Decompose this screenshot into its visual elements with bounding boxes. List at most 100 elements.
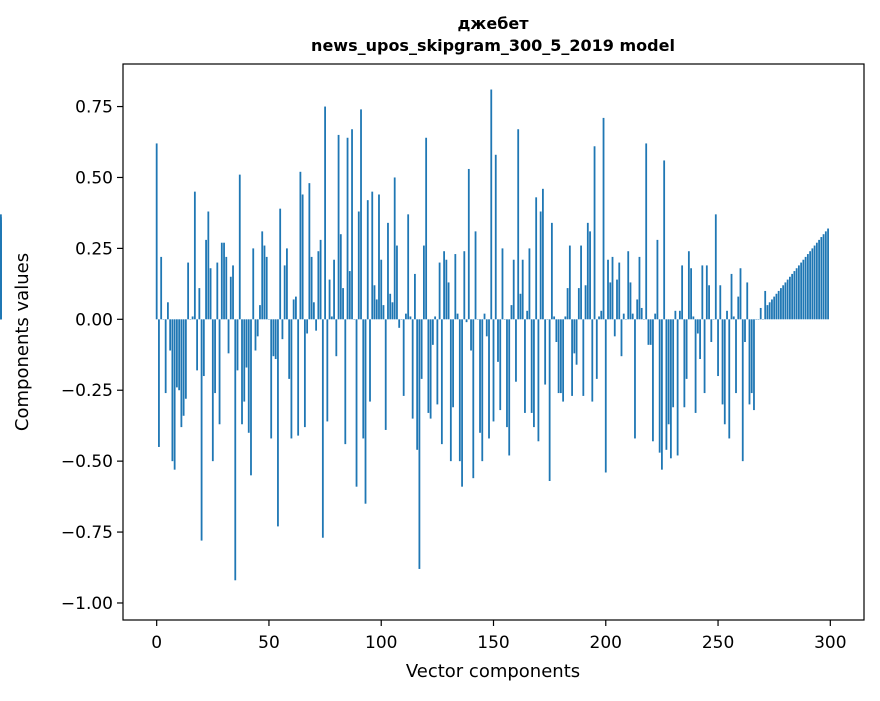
bar-277 [778, 291, 780, 319]
bar-195 [594, 146, 596, 319]
bar-200 [605, 319, 607, 472]
bar-218 [645, 143, 647, 319]
bar-188 [578, 288, 580, 319]
bar-127 [441, 319, 443, 444]
bar-156 [506, 319, 508, 427]
bar-239 [692, 316, 694, 319]
bar-181 [562, 319, 564, 401]
bar-45 [257, 319, 259, 336]
bar-67 [306, 319, 308, 333]
bar-216 [641, 308, 643, 319]
bar-101 [383, 305, 385, 319]
bar-227 [666, 319, 668, 449]
bar-33 [230, 277, 232, 320]
bar-169 [535, 197, 537, 319]
bar-66 [304, 319, 306, 427]
bar-47 [261, 231, 263, 319]
bar-152 [497, 319, 499, 362]
bar-203 [612, 257, 614, 319]
bar-196 [596, 319, 598, 379]
bar-133 [454, 254, 456, 319]
bar-115 [414, 274, 416, 319]
bar-272 [767, 305, 769, 319]
bar-246 [708, 285, 710, 319]
bar-164 [524, 319, 526, 413]
bar-129 [445, 260, 447, 320]
bar-55 [279, 209, 281, 320]
bar-242 [699, 319, 701, 359]
bar-111 [405, 314, 407, 320]
x-tick-label-150: 150 [477, 633, 509, 653]
bar-89 [356, 319, 358, 486]
bar-254 [726, 311, 728, 320]
bar-299 [827, 229, 829, 320]
bar-284 [793, 271, 795, 319]
bar-224 [659, 319, 661, 452]
bar-8 [174, 319, 176, 469]
bar-251 [719, 285, 721, 319]
bar-241 [697, 319, 699, 333]
bar-153 [499, 319, 501, 410]
bar-91 [360, 109, 362, 319]
bar-65 [302, 194, 304, 319]
bar-279 [782, 285, 784, 319]
bar-76 [326, 319, 328, 421]
bar-296 [820, 237, 822, 319]
bar-262 [744, 319, 746, 342]
bar-80 [335, 319, 337, 356]
bar-185 [571, 319, 573, 396]
bar-117 [419, 319, 421, 569]
bar-204 [614, 319, 616, 336]
bar-84 [344, 319, 346, 444]
bar-58 [286, 248, 288, 319]
bar-61 [293, 299, 295, 319]
bar-27 [216, 263, 218, 320]
bar-160 [515, 319, 517, 381]
bar-135 [459, 319, 461, 461]
bar-123 [432, 319, 434, 345]
bar-41 [248, 319, 250, 432]
y-tick-label-6: 0.50 [75, 168, 113, 188]
bar-144 [479, 319, 481, 432]
bar-81 [338, 135, 340, 319]
bar-74 [322, 319, 324, 537]
bar-83 [342, 288, 344, 319]
bar-231 [674, 311, 676, 320]
bar-186 [573, 319, 575, 353]
bar-95 [369, 319, 371, 401]
y-tick-label-4: 0.00 [75, 310, 113, 330]
bar-285 [796, 268, 798, 319]
bar-138 [466, 319, 468, 322]
bar-205 [616, 280, 618, 320]
bar-142 [475, 231, 477, 319]
bar-116 [416, 319, 418, 449]
bar-22 [205, 240, 207, 319]
bar-250 [717, 319, 719, 376]
bar-17 [194, 192, 196, 320]
bar-119 [423, 246, 425, 320]
bar-29 [221, 243, 223, 320]
bar-46 [259, 305, 261, 319]
bar-259 [737, 297, 739, 320]
bar-16 [192, 316, 194, 319]
y-tick-label-2: −0.50 [61, 452, 113, 472]
bar-24 [210, 268, 212, 319]
bar-11 [180, 319, 182, 427]
bar-1 [158, 319, 160, 447]
bar-6 [169, 319, 171, 350]
bar-233 [679, 311, 681, 320]
bar-232 [677, 319, 679, 455]
bar-64 [299, 172, 301, 320]
bar-229 [670, 319, 672, 458]
bar-213 [634, 319, 636, 438]
bar-269 [760, 308, 762, 319]
bar-43 [252, 248, 254, 319]
bar-0 [156, 143, 158, 319]
bar-282 [789, 277, 791, 320]
bar-69 [311, 257, 313, 319]
bar-9 [176, 319, 178, 387]
bar-244 [704, 319, 706, 393]
bar-14 [187, 263, 189, 320]
bar-253 [724, 319, 726, 424]
bar-298 [825, 231, 827, 319]
